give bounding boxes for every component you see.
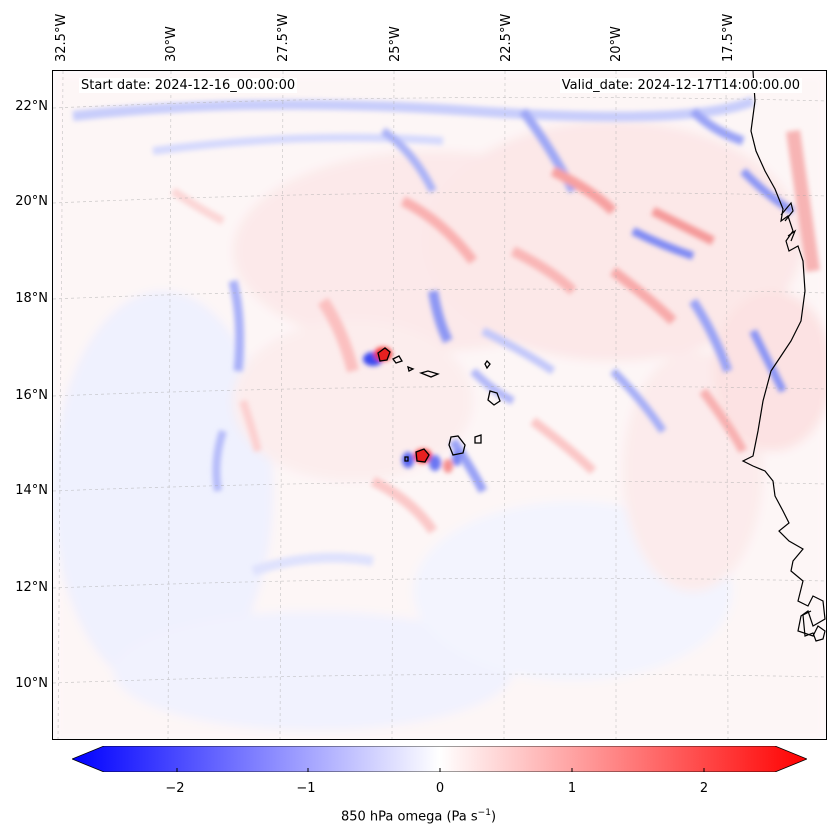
lon-label-25w: 25°W [388,26,403,62]
lat-label-12n: 12°N [15,580,48,595]
start-date-label: Start date: 2024-12-16_00:00:00 [79,78,298,93]
africa-coastline [741,71,826,642]
lat-label-10n: 10°N [15,676,48,691]
lat-label-16n: 16°N [15,388,48,403]
lon-label-30w: 30°W [164,26,179,62]
lat-label-22n: 22°N [15,99,48,114]
lat-label-14n: 14°N [15,483,48,498]
cape-verde-islands [377,347,501,463]
cbar-tick-2: 2 [699,781,709,796]
lat-label-18n: 18°N [15,291,48,306]
omega-field-broad [53,71,826,739]
lon-label-22.5w: 22.5°W [499,13,514,62]
lon-label-27.5w: 27.5°W [276,13,291,62]
lat-label-20n: 20°N [15,194,48,209]
cbar-tick-neg1: −1 [296,781,316,796]
omega-field-streaks [72,96,820,576]
lon-label-32.5w: 32.5°W [54,13,69,62]
cbar-tick-0: 0 [435,781,445,796]
graticule [53,71,826,739]
cbar-tick-1: 1 [567,781,577,796]
colorbar [70,745,809,773]
colorbar-gradient [70,745,809,773]
valid-date-label: Valid_date: 2024-12-17T14:00:00.00 [559,78,802,93]
colorbar-label: 850 hPa omega (Pa s−1) [340,808,497,825]
omega-map: Start date: 2024-12-16_00:00:00 Valid_da… [52,70,827,740]
lon-label-17.5w: 17.5°W [721,13,736,62]
cbar-tick-neg2: −2 [165,781,185,796]
lon-label-20w: 20°W [609,26,624,62]
map-canvas [53,71,826,739]
